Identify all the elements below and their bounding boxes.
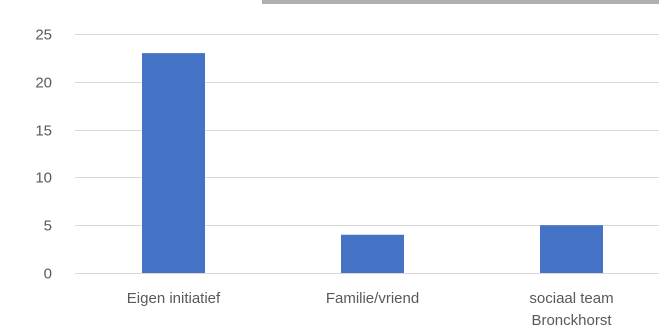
bar [142, 53, 205, 274]
y-tick-label: 0 [44, 266, 52, 283]
bars [142, 53, 603, 274]
y-tick-label: 5 [44, 218, 52, 235]
bar [341, 234, 404, 273]
title-cropped-remnant [262, 0, 659, 4]
x-tick-label-line: Bronckhorst [531, 312, 612, 329]
x-tick-label-line: sociaal team [529, 290, 613, 307]
x-tick-label: Eigen initiatief [127, 290, 221, 307]
y-axis-tick-labels: 0 5 10 15 20 25 [35, 27, 52, 283]
bar [540, 225, 603, 273]
x-tick-label: Familie/vriend [326, 290, 419, 307]
x-tick-label-line: Familie/vriend [326, 290, 419, 307]
y-tick-label: 25 [35, 27, 52, 44]
y-tick-label: 10 [35, 170, 52, 187]
x-axis-tick-labels: Eigen initiatief Familie/vriend sociaal te… [127, 290, 614, 329]
x-tick-label: sociaal team Bronckhorst [529, 290, 613, 329]
y-tick-label: 20 [35, 75, 52, 92]
x-tick-label-line: Eigen initiatief [127, 290, 221, 307]
y-tick-label: 15 [35, 123, 52, 140]
